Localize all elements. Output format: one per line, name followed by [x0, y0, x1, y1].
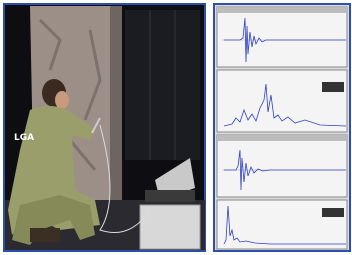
plot	[217, 200, 347, 249]
background-window	[125, 10, 200, 160]
column-shadow	[110, 6, 122, 206]
plot	[217, 135, 347, 197]
face	[55, 91, 69, 109]
plot-toolbar	[217, 7, 347, 13]
plot	[217, 70, 347, 132]
plot-window	[217, 200, 347, 249]
plot-window	[217, 135, 347, 197]
composite-figure: LGA	[0, 0, 352, 255]
plot-window	[217, 7, 347, 67]
plot-window	[217, 70, 347, 132]
photo: LGA	[4, 4, 205, 251]
boot	[30, 228, 60, 242]
signal-panel	[214, 4, 350, 251]
jacket-text: LGA	[14, 133, 34, 143]
legend-box	[322, 208, 344, 217]
plot	[217, 7, 347, 67]
legend-box	[322, 82, 344, 92]
plot-toolbar	[217, 135, 347, 141]
page: {"photo": {"jacket_text": "LGA"}} LGA	[0, 0, 352, 255]
laptop-base	[145, 190, 195, 202]
